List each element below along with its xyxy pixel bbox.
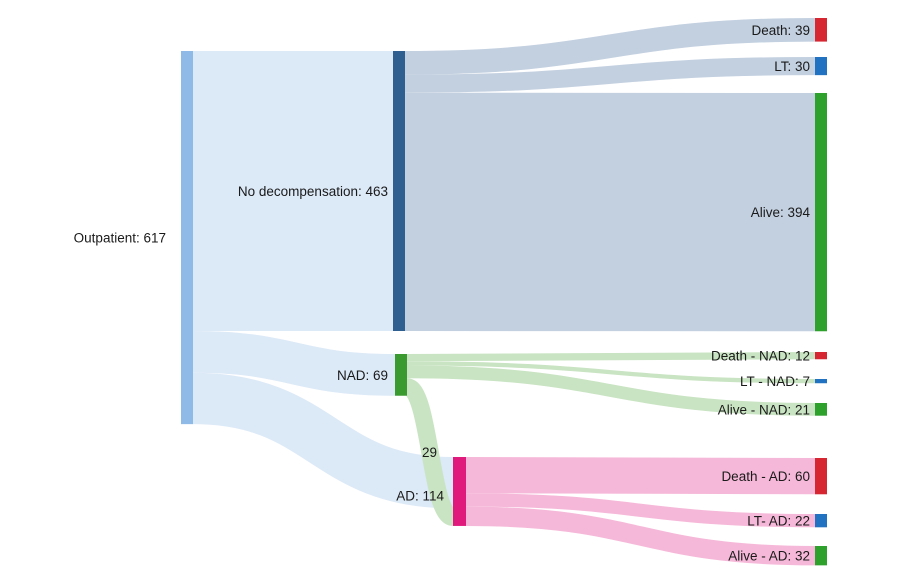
link-label-nad-to-ad: 29: [422, 445, 437, 460]
links-layer: [192, 18, 816, 566]
node-lt: [815, 57, 827, 76]
node-label-lt: LT: 30: [774, 59, 810, 74]
node-label-lt_ad: LT- AD: 22: [747, 514, 810, 529]
link-outpatient-to-ad: [192, 372, 454, 509]
node-label-death_nad: Death - NAD: 12: [711, 349, 810, 364]
node-nodecomp: [393, 51, 405, 331]
node-label-death_ad: Death - AD: 60: [721, 469, 810, 484]
link-ad-to-death_ad: [465, 457, 816, 495]
node-death: [815, 18, 827, 42]
nodes-layer: [181, 18, 827, 566]
node-lt_ad: [815, 514, 827, 528]
node-label-death: Death: 39: [751, 23, 810, 38]
node-lt_nad: [815, 379, 827, 384]
link-nad-to-alive_nad: [406, 365, 816, 416]
node-alive_ad: [815, 546, 827, 566]
link-nodecomp-to-death: [404, 18, 816, 75]
link-ad-to-alive_ad: [465, 506, 816, 566]
link-nad-to-death_nad: [406, 352, 816, 362]
node-outpatient: [181, 51, 193, 425]
node-label-nad: NAD: 69: [337, 368, 388, 383]
node-alive: [815, 93, 827, 332]
node-ad: [453, 457, 466, 526]
node-death_ad: [815, 458, 827, 495]
node-nad: [395, 354, 407, 396]
node-label-alive_ad: Alive - AD: 32: [728, 549, 810, 564]
node-label-alive: Alive: 394: [751, 205, 811, 220]
link-outpatient-to-nad: [192, 331, 396, 396]
node-death_nad: [815, 352, 827, 360]
link-ad-to-lt_ad: [465, 493, 816, 528]
link-nad-to-lt_nad: [406, 361, 816, 384]
node-label-outpatient: Outpatient: 617: [74, 231, 166, 246]
link-nad-to-ad: [403, 378, 457, 526]
node-alive_nad: [815, 403, 827, 416]
node-label-nodecomp: No decompensation: 463: [238, 184, 388, 199]
link-nodecomp-to-lt: [404, 57, 816, 93]
labels-layer: 29 Outpatient: 617 No decompensation: 463 N…: [74, 23, 811, 564]
node-label-lt_nad: LT - NAD: 7: [740, 374, 810, 389]
node-label-ad: AD: 114: [396, 488, 444, 503]
node-label-alive_nad: Alive - NAD: 21: [718, 402, 810, 417]
